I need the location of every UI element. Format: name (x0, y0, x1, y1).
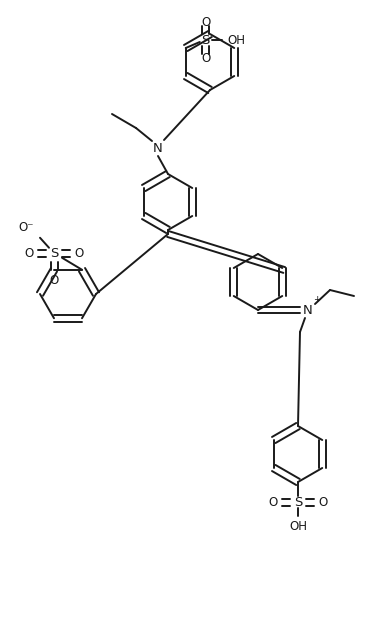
Text: S: S (294, 496, 302, 508)
Text: OH: OH (228, 33, 246, 46)
Text: +: + (313, 295, 321, 304)
Text: O: O (318, 496, 327, 508)
Text: S: S (202, 33, 210, 46)
Text: N: N (153, 141, 163, 155)
Text: S: S (50, 247, 58, 260)
Text: O: O (269, 496, 278, 508)
Text: O: O (74, 247, 83, 260)
Text: O⁻: O⁻ (18, 221, 34, 234)
Text: O: O (201, 51, 210, 64)
Text: OH: OH (289, 520, 307, 533)
Text: N: N (303, 304, 313, 317)
Text: O: O (50, 273, 59, 287)
Text: O: O (201, 15, 210, 28)
Text: O: O (25, 247, 34, 260)
